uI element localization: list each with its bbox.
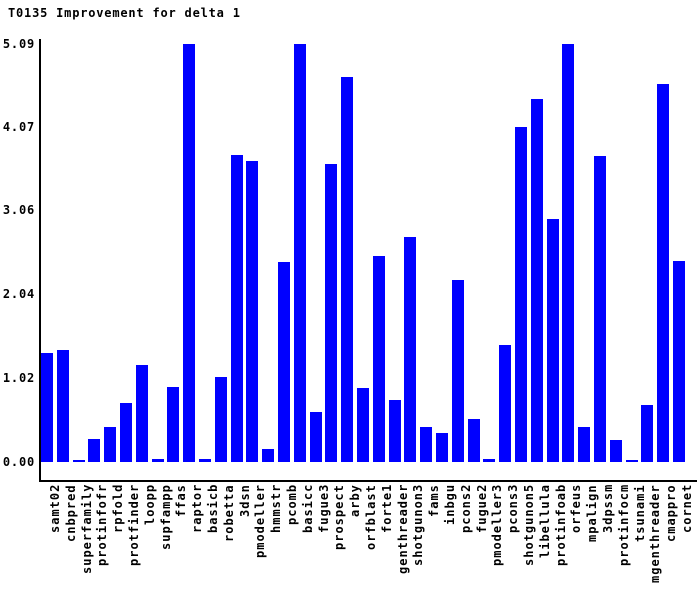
bar-fugue3	[310, 412, 322, 462]
y-tick-label-2.04: 2.04	[2, 287, 35, 301]
x-label-shotgunon3: shotgunon3	[411, 484, 425, 567]
x-label-libellula: libellula	[538, 484, 552, 559]
x-label-pcons2: pcons2	[459, 484, 473, 534]
bar-mgenthreader	[641, 405, 653, 462]
x-label-robetta: robetta	[222, 484, 236, 542]
bar-mpalign	[578, 427, 590, 462]
bar-cnbpred	[57, 350, 69, 462]
x-label-protfinder: protfinder	[127, 484, 141, 567]
bar-pcons2	[452, 280, 464, 462]
bar-cmappro	[657, 84, 669, 462]
bar-pmodeller	[246, 161, 258, 462]
bar-shotgunon3	[404, 237, 416, 462]
x-label-loopp: loopp	[143, 484, 157, 526]
bar-supfampp	[152, 459, 164, 462]
x-label-prospect: prospect	[332, 484, 346, 550]
x-label-pcons3: pcons3	[506, 484, 520, 534]
x-label-protinfofr: protinfofr	[95, 484, 109, 567]
bar-3dpssm	[594, 156, 606, 462]
bar-forte1	[373, 256, 385, 462]
bar-tsunami	[626, 460, 638, 462]
bar-prospect	[325, 164, 337, 462]
bar-basicc	[294, 44, 306, 462]
bar-fams	[420, 427, 432, 462]
bar-genthreader	[389, 400, 401, 462]
y-tick-label-5.09: 5.09	[2, 37, 35, 51]
bar-3dsn	[231, 155, 243, 462]
bar-protinfocm	[610, 440, 622, 462]
bar-protfinder	[120, 403, 132, 462]
x-label-forte1: forte1	[380, 484, 394, 534]
bar-cornet	[673, 261, 685, 462]
bar-superfamily	[73, 460, 85, 462]
bar-inbgu	[436, 433, 448, 462]
bar-basicb	[199, 459, 211, 462]
x-label-pcomb: pcomb	[285, 484, 299, 526]
bar-pcomb	[278, 262, 290, 462]
x-label-samt02: samt02	[48, 484, 62, 534]
x-label-inbgu: inbgu	[443, 484, 457, 526]
bar-protinfoab	[547, 219, 559, 462]
x-label-fams: fams	[427, 484, 441, 517]
x-label-raptor: raptor	[190, 484, 204, 534]
x-label-arby: arby	[348, 484, 362, 517]
bar-loopp	[136, 365, 148, 462]
bar-ffas	[167, 387, 179, 462]
x-label-genthreader: genthreader	[396, 484, 410, 575]
bar-orfblast	[357, 388, 369, 462]
bar-fugue2	[468, 419, 480, 462]
x-label-orfblast: orfblast	[364, 484, 378, 550]
bar-arby	[341, 77, 353, 462]
x-label-fugue3: fugue3	[317, 484, 331, 534]
y-tick-label-1.02: 1.02	[2, 371, 35, 385]
x-label-mpalign: mpalign	[585, 484, 599, 542]
x-label-basicb: basicb	[206, 484, 220, 534]
x-label-3dsn: 3dsn	[238, 484, 252, 517]
x-label-shotgunon5: shotgunon5	[522, 484, 536, 567]
bar-libellula	[531, 99, 543, 462]
x-label-rpfold: rpfold	[111, 484, 125, 534]
bar-samt02	[41, 353, 53, 462]
x-label-cnbpred: cnbpred	[64, 484, 78, 542]
chart-title: T0135 Improvement for delta 1	[8, 6, 241, 20]
bar-robetta	[215, 377, 227, 462]
x-axis-line	[39, 480, 697, 482]
x-label-mgenthreader: mgenthreader	[648, 484, 662, 583]
y-tick-label-3.06: 3.06	[2, 203, 35, 217]
bar-rpfold	[104, 427, 116, 462]
x-label-cornet: cornet	[680, 484, 694, 534]
x-label-cmappro: cmappro	[664, 484, 678, 542]
x-label-supfampp: supfampp	[159, 484, 173, 550]
x-label-superfamily: superfamily	[80, 484, 94, 575]
bar-orfeus	[562, 44, 574, 462]
bar-shotgunon5	[515, 127, 527, 462]
x-label-orfeus: orfeus	[569, 484, 583, 534]
bar-hmmstr	[262, 449, 274, 462]
x-label-3dpssm: 3dpssm	[601, 484, 615, 534]
x-label-protinfocm: protinfocm	[617, 484, 631, 567]
x-label-pmodeller: pmodeller	[253, 484, 267, 559]
x-label-ffas: ffas	[174, 484, 188, 517]
x-label-tsunami: tsunami	[633, 484, 647, 542]
y-tick-label-0.00: 0.00	[2, 455, 35, 469]
bar-raptor	[183, 44, 195, 462]
bar-pcons3	[499, 345, 511, 462]
bar-pmodeller3	[483, 459, 495, 462]
bar-protinfofr	[88, 439, 100, 462]
x-label-fugue2: fugue2	[475, 484, 489, 534]
x-label-hmmstr: hmmstr	[269, 484, 283, 534]
x-label-pmodeller3: pmodeller3	[490, 484, 504, 567]
y-tick-label-4.07: 4.07	[2, 120, 35, 134]
x-label-basicc: basicc	[301, 484, 315, 534]
y-axis-line	[39, 39, 41, 482]
x-label-protinfoab: protinfoab	[554, 484, 568, 567]
